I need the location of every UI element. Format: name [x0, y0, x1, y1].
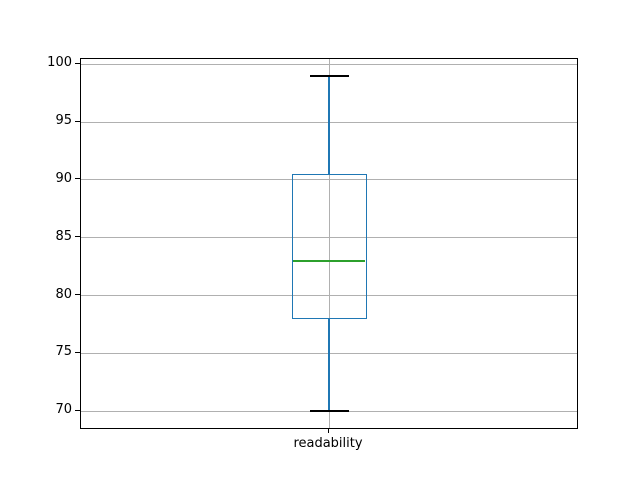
y-tick-mark	[75, 62, 80, 64]
y-tick-label: 85	[55, 228, 72, 244]
y-tick-mark	[75, 351, 80, 353]
plot-area	[80, 58, 578, 429]
y-tick-mark	[75, 294, 80, 296]
y-tick-label: 95	[55, 113, 72, 129]
y-tick-label: 80	[55, 286, 72, 302]
y-tick-mark	[75, 409, 80, 411]
lower-whisker	[328, 318, 330, 412]
upper-whisker	[328, 75, 330, 175]
y-tick-label: 75	[55, 344, 72, 360]
lower-cap	[309, 410, 349, 413]
y-tick-mark	[75, 178, 80, 180]
y-tick-mark	[75, 236, 80, 238]
x-category-label: readability	[293, 436, 363, 451]
box	[291, 174, 367, 319]
x-gridline	[328, 59, 330, 428]
y-tick-mark	[75, 120, 80, 122]
upper-cap	[309, 74, 349, 77]
y-tick-label: 70	[55, 402, 72, 418]
median-line	[293, 260, 365, 262]
y-tick-label: 100	[47, 55, 72, 71]
y-tick-label: 90	[55, 170, 72, 186]
x-tick-mark	[327, 428, 329, 433]
